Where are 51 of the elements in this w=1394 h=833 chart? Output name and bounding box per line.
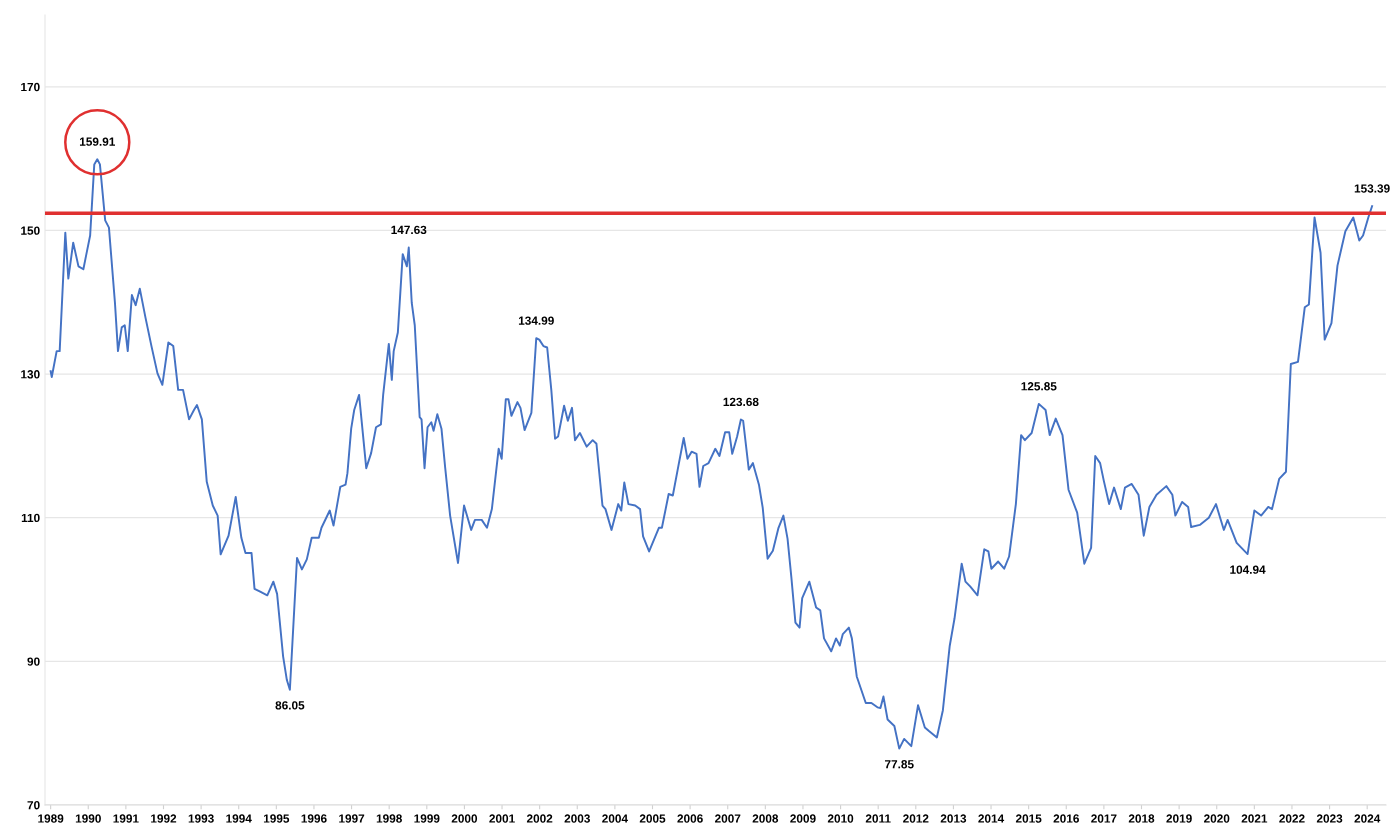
x-tick-label: 2006: [677, 814, 703, 823]
x-tick-label: 1996: [301, 814, 327, 823]
x-tick-label: 2008: [752, 814, 779, 823]
x-tick-label: 2001: [489, 814, 515, 823]
x-tick-label: 2022: [1279, 814, 1305, 823]
y-tick-label: 130: [21, 370, 40, 379]
annotation: 134.99: [518, 316, 554, 325]
x-tick-label: 2024: [1354, 814, 1381, 823]
x-tick-label: 2007: [715, 814, 741, 823]
annotation: 159.91: [79, 137, 116, 146]
x-tick-label: 1989: [38, 814, 64, 823]
x-tick-label: 2016: [1053, 814, 1079, 823]
annotation: 153.39: [1354, 184, 1390, 193]
x-tick-label: 1997: [339, 814, 365, 823]
x-tick-label: 2011: [865, 814, 891, 823]
annotation: 123.68: [723, 397, 759, 407]
y-tick-label: 110: [21, 513, 40, 523]
x-tick-label: 2014: [978, 814, 1005, 823]
annotation: 77.85: [884, 760, 914, 769]
x-tick-label: 1992: [151, 814, 177, 823]
x-tick-label: 2019: [1166, 814, 1192, 823]
x-tick-label: 2009: [790, 814, 816, 823]
x-tick-label: 2003: [564, 814, 590, 823]
x-tick-label: 2020: [1204, 814, 1230, 823]
y-tick-label: 150: [21, 226, 40, 235]
x-tick-label: 2017: [1091, 814, 1117, 823]
x-tick-label: 2004: [602, 814, 628, 823]
x-tick-label: 1995: [263, 814, 290, 823]
x-tick-label: 1990: [75, 814, 101, 823]
x-tick-label: 2023: [1316, 814, 1343, 823]
annotation: 104.94: [1230, 565, 1266, 574]
annotation: 86.05: [275, 701, 305, 710]
x-tick-label: 2005: [639, 814, 666, 823]
x-tick-label: 2015: [1015, 814, 1042, 823]
x-tick-label: 2000: [451, 814, 478, 823]
x-tick-label: 1993: [188, 814, 214, 823]
x-tick-label: 2021: [1241, 814, 1268, 823]
x-tick-label: 1999: [414, 814, 440, 823]
y-tick-label: 90: [27, 657, 40, 666]
x-tick-label: 2013: [940, 814, 967, 823]
x-tick-label: 1994: [226, 814, 252, 823]
annotation: 147.63: [391, 225, 427, 235]
x-tick-label: 2018: [1128, 814, 1155, 823]
x-tick-label: 2010: [827, 814, 854, 823]
y-tick-label: 70: [27, 801, 40, 810]
x-tick-label: 2002: [526, 814, 553, 823]
y-tick-label: 170: [21, 82, 40, 92]
x-tick-label: 1998: [376, 814, 402, 823]
x-tick-label: 1991: [113, 814, 139, 823]
x-tick-label: 2012: [903, 814, 929, 823]
annotation: 125.85: [1021, 382, 1057, 391]
